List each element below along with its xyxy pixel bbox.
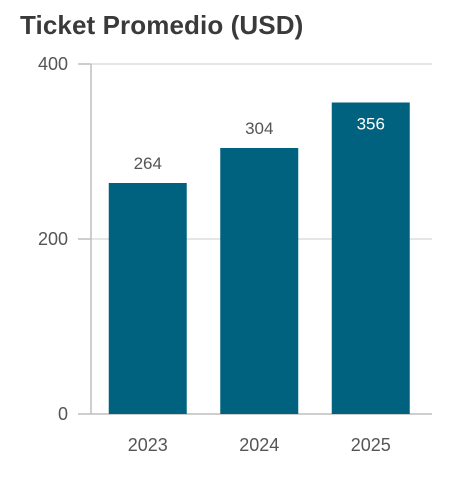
- x-tick-label-2023: 2023: [128, 435, 168, 455]
- bar-2023: [108, 183, 187, 414]
- chart-title: Ticket Promedio (USD): [20, 10, 304, 40]
- bars: [108, 102, 410, 414]
- data-label-2025: 356: [357, 115, 385, 134]
- x-tick-labels: 2023 2024 2025: [128, 435, 391, 455]
- x-tick-label-2025: 2025: [351, 435, 391, 455]
- data-labels: 264 304 356: [134, 115, 385, 174]
- y-tick-labels: 0 200 400: [38, 54, 68, 424]
- y-tick-label: 0: [58, 404, 68, 424]
- x-tick-label-2024: 2024: [239, 435, 279, 455]
- data-label-2023: 264: [134, 154, 162, 173]
- bar-2024: [220, 148, 299, 414]
- y-tick-label: 400: [38, 54, 68, 74]
- data-label-2024: 304: [245, 119, 273, 138]
- y-tick-label: 200: [38, 229, 68, 249]
- bar-2025: [331, 102, 410, 414]
